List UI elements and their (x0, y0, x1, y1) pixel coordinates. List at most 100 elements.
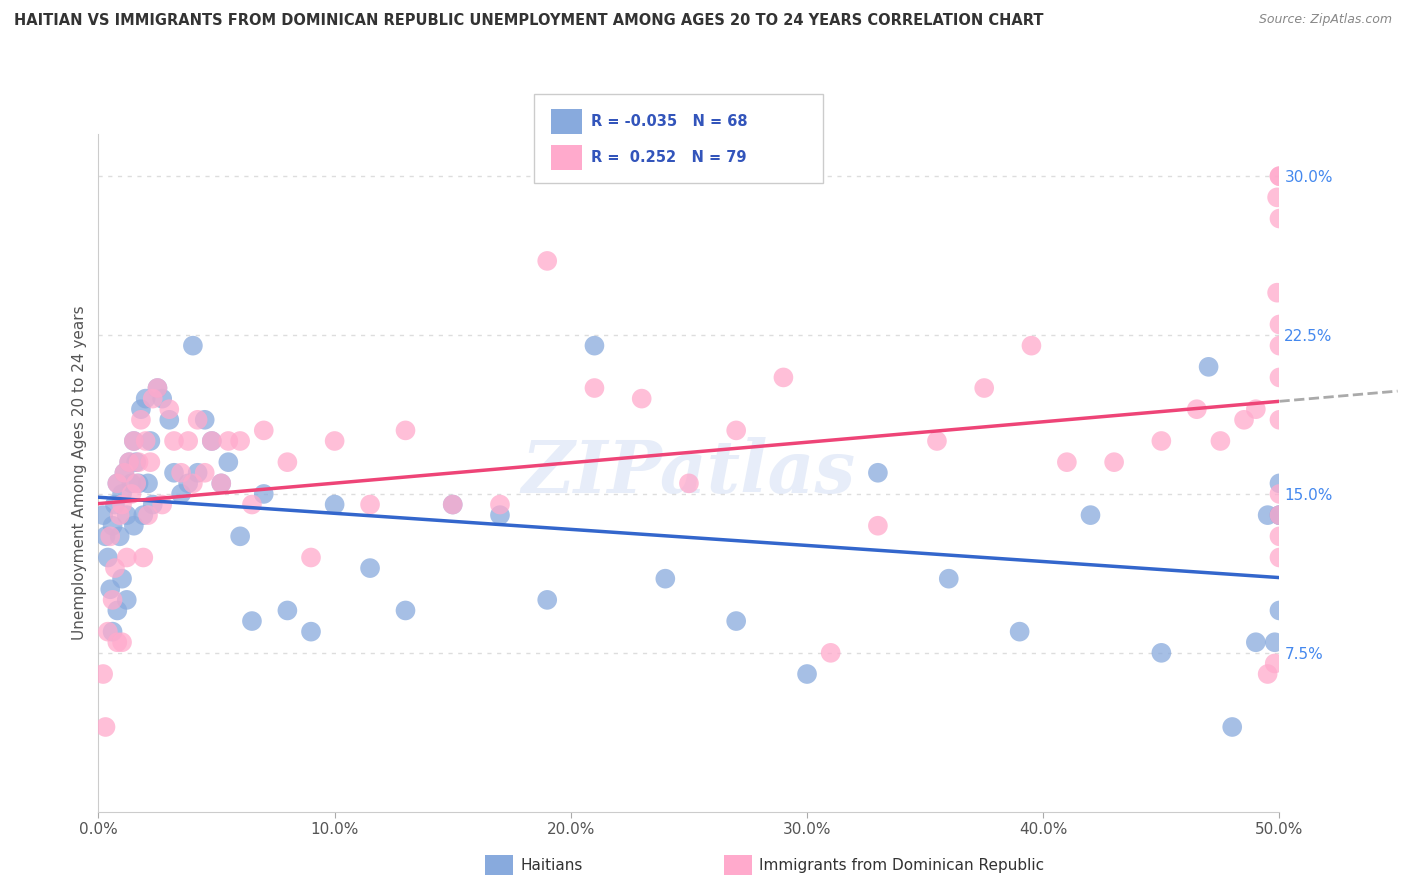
Point (725, 424, 748, 438)
Point (229, 529, 252, 543)
Point (1056, 455, 1078, 469)
Point (122, 434, 145, 448)
Point (253, 424, 276, 438)
Point (1268, 508, 1291, 523)
Point (1150, 646, 1173, 660)
Text: Immigrants from Dominican Republic: Immigrants from Dominican Republic (759, 858, 1045, 872)
Point (489, 498, 512, 512)
Point (441, 498, 464, 512)
Point (1150, 434, 1173, 448)
Point (157, 413, 180, 427)
Point (98, 529, 121, 543)
Point (1233, 413, 1256, 427)
Point (276, 455, 298, 469)
Point (97, 624, 120, 639)
Point (359, 498, 381, 512)
Point (359, 561, 381, 575)
Point (98, 582, 121, 597)
Point (132, 508, 155, 523)
Point (1220, 720, 1243, 734)
Point (1198, 359, 1220, 374)
Point (129, 402, 152, 417)
Point (973, 381, 995, 395)
Point (187, 466, 209, 480)
Point (146, 381, 169, 395)
Point (938, 572, 960, 586)
Point (111, 498, 134, 512)
Point (1209, 434, 1232, 448)
Point (170, 466, 193, 480)
Point (115, 592, 138, 607)
Point (187, 413, 209, 427)
Point (323, 498, 346, 512)
Point (1268, 487, 1291, 501)
Point (1268, 508, 1291, 523)
Point (104, 498, 127, 512)
Point (299, 550, 322, 565)
Point (150, 392, 173, 406)
Point (105, 603, 128, 617)
Point (441, 498, 464, 512)
Point (630, 392, 652, 406)
Point (1265, 285, 1288, 300)
Point (177, 434, 200, 448)
Point (1264, 657, 1286, 671)
Point (925, 434, 948, 448)
Point (157, 402, 180, 417)
Point (105, 476, 128, 491)
Point (94, 720, 117, 734)
Point (1268, 318, 1291, 332)
Point (1185, 402, 1208, 417)
Point (217, 434, 239, 448)
Text: HAITIAN VS IMMIGRANTS FROM DOMINICAN REPUBLIC UNEMPLOYMENT AMONG AGES 20 TO 24 Y: HAITIAN VS IMMIGRANTS FROM DOMINICAN REP… (14, 13, 1043, 29)
Point (201, 434, 224, 448)
Point (678, 476, 700, 491)
Point (1268, 370, 1291, 384)
Point (101, 518, 124, 533)
Point (135, 392, 157, 406)
Point (91, 667, 114, 681)
Point (1268, 529, 1291, 543)
Point (489, 508, 512, 523)
Point (108, 508, 131, 523)
Point (772, 370, 794, 384)
Point (132, 550, 155, 565)
Point (1265, 190, 1288, 204)
Point (112, 466, 135, 480)
Point (583, 381, 606, 395)
Point (323, 434, 346, 448)
Point (209, 476, 232, 491)
Text: Haitians: Haitians (520, 858, 582, 872)
Point (1244, 402, 1267, 417)
Point (253, 487, 276, 501)
Point (115, 550, 138, 565)
Point (104, 561, 127, 575)
Point (820, 646, 842, 660)
Point (111, 572, 134, 586)
Point (125, 455, 148, 469)
Point (1257, 508, 1279, 523)
Point (181, 476, 204, 491)
Point (229, 434, 252, 448)
Point (111, 635, 134, 649)
Point (128, 455, 150, 469)
Point (1268, 603, 1291, 617)
Point (1268, 508, 1291, 523)
Point (725, 614, 748, 628)
Point (1008, 624, 1031, 639)
Point (142, 392, 165, 406)
Point (1080, 508, 1102, 523)
Point (125, 476, 148, 491)
Point (866, 466, 889, 480)
Point (150, 498, 173, 512)
Point (115, 508, 138, 523)
Point (163, 466, 186, 480)
Point (111, 487, 134, 501)
Point (1244, 635, 1267, 649)
Text: R = -0.035   N = 68: R = -0.035 N = 68 (591, 114, 747, 129)
Point (299, 624, 322, 639)
Point (128, 476, 150, 491)
Point (1268, 169, 1291, 184)
Point (136, 508, 159, 523)
Point (91, 508, 114, 523)
